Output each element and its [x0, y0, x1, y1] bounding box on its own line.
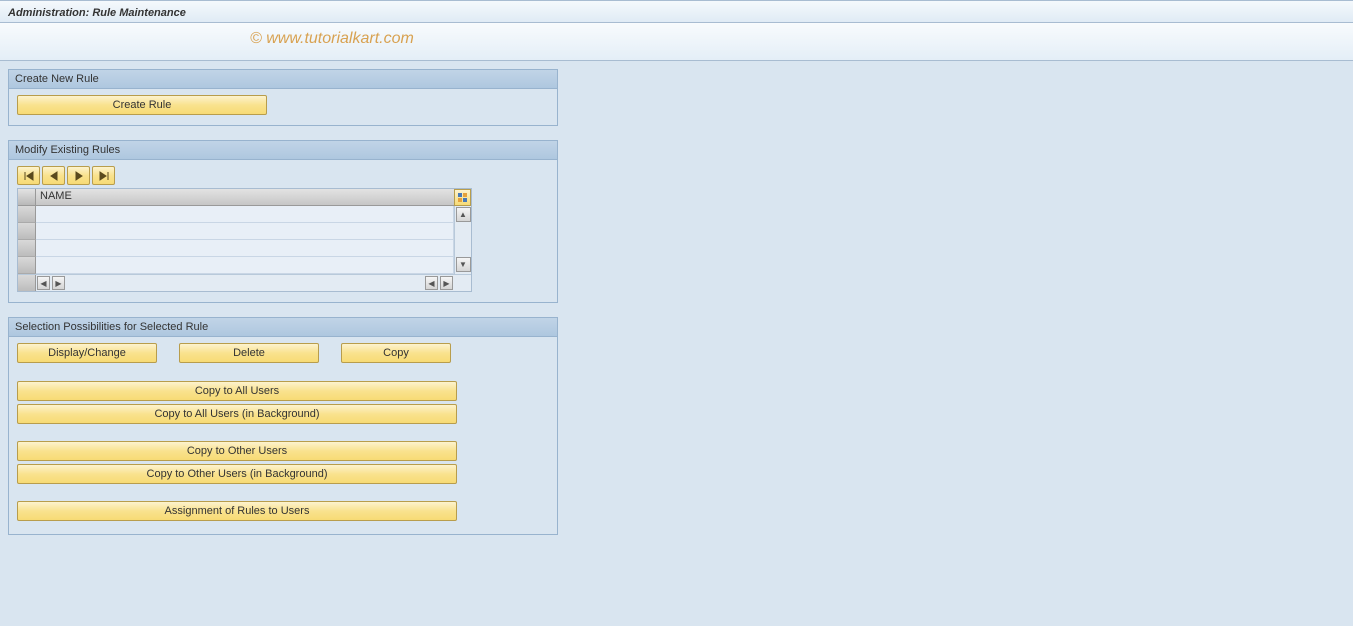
page-first-icon[interactable]: [17, 166, 40, 185]
page-prev-icon[interactable]: [42, 166, 65, 185]
create-rule-button[interactable]: Create Rule: [17, 95, 267, 115]
table-row[interactable]: [18, 223, 454, 240]
grid-horizontal-scrollbar[interactable]: ◀ ▶ ◀ ▶: [18, 274, 471, 291]
table-row[interactable]: [18, 206, 454, 223]
panel-header-create: Create New Rule: [9, 70, 557, 89]
grid-configure-icon[interactable]: [454, 189, 471, 206]
scroll-up-icon[interactable]: ▲: [456, 207, 471, 222]
page-last-icon[interactable]: [92, 166, 115, 185]
scroll-down-icon[interactable]: ▼: [456, 257, 471, 272]
panel-header-selection: Selection Possibilities for Selected Rul…: [9, 318, 557, 337]
page-title: Administration: Rule Maintenance: [8, 7, 186, 19]
scroll-left-end-icon[interactable]: ◀: [425, 276, 438, 290]
grid-navigation-toolbar: [17, 166, 549, 185]
assignment-rules-users-button[interactable]: Assignment of Rules to Users: [17, 501, 457, 521]
table-row[interactable]: [18, 240, 454, 257]
table-row[interactable]: [18, 257, 454, 274]
copy-to-other-users-bg-button[interactable]: Copy to Other Users (in Background): [17, 464, 457, 484]
copy-to-all-users-button[interactable]: Copy to All Users: [17, 381, 457, 401]
grid-vertical-scrollbar[interactable]: ▲ ▼: [454, 206, 471, 274]
page-next-icon[interactable]: [67, 166, 90, 185]
copy-to-other-users-button[interactable]: Copy to Other Users: [17, 441, 457, 461]
grid-select-all[interactable]: [18, 189, 36, 206]
scroll-right-end-icon[interactable]: ▶: [440, 276, 453, 290]
copy-to-all-users-bg-button[interactable]: Copy to All Users (in Background): [17, 404, 457, 424]
grid-column-header-name[interactable]: NAME: [36, 189, 454, 206]
copy-button[interactable]: Copy: [341, 343, 451, 363]
panel-modify-existing-rules: Modify Existing Rules: [8, 140, 558, 303]
panel-selection-possibilities: Selection Possibilities for Selected Rul…: [8, 317, 558, 535]
rules-grid: NAME ▲ ▼: [17, 188, 472, 292]
scroll-right-icon[interactable]: ▶: [52, 276, 65, 290]
display-change-button[interactable]: Display/Change: [17, 343, 157, 363]
page-title-bar: Administration: Rule Maintenance: [0, 0, 1353, 23]
panel-create-new-rule: Create New Rule Create Rule: [8, 69, 558, 126]
panel-header-modify: Modify Existing Rules: [9, 141, 557, 160]
scroll-left-icon[interactable]: ◀: [37, 276, 50, 290]
application-toolbar: [0, 23, 1353, 61]
content-area: Create New Rule Create Rule Modify Exist…: [0, 61, 1353, 557]
delete-button[interactable]: Delete: [179, 343, 319, 363]
